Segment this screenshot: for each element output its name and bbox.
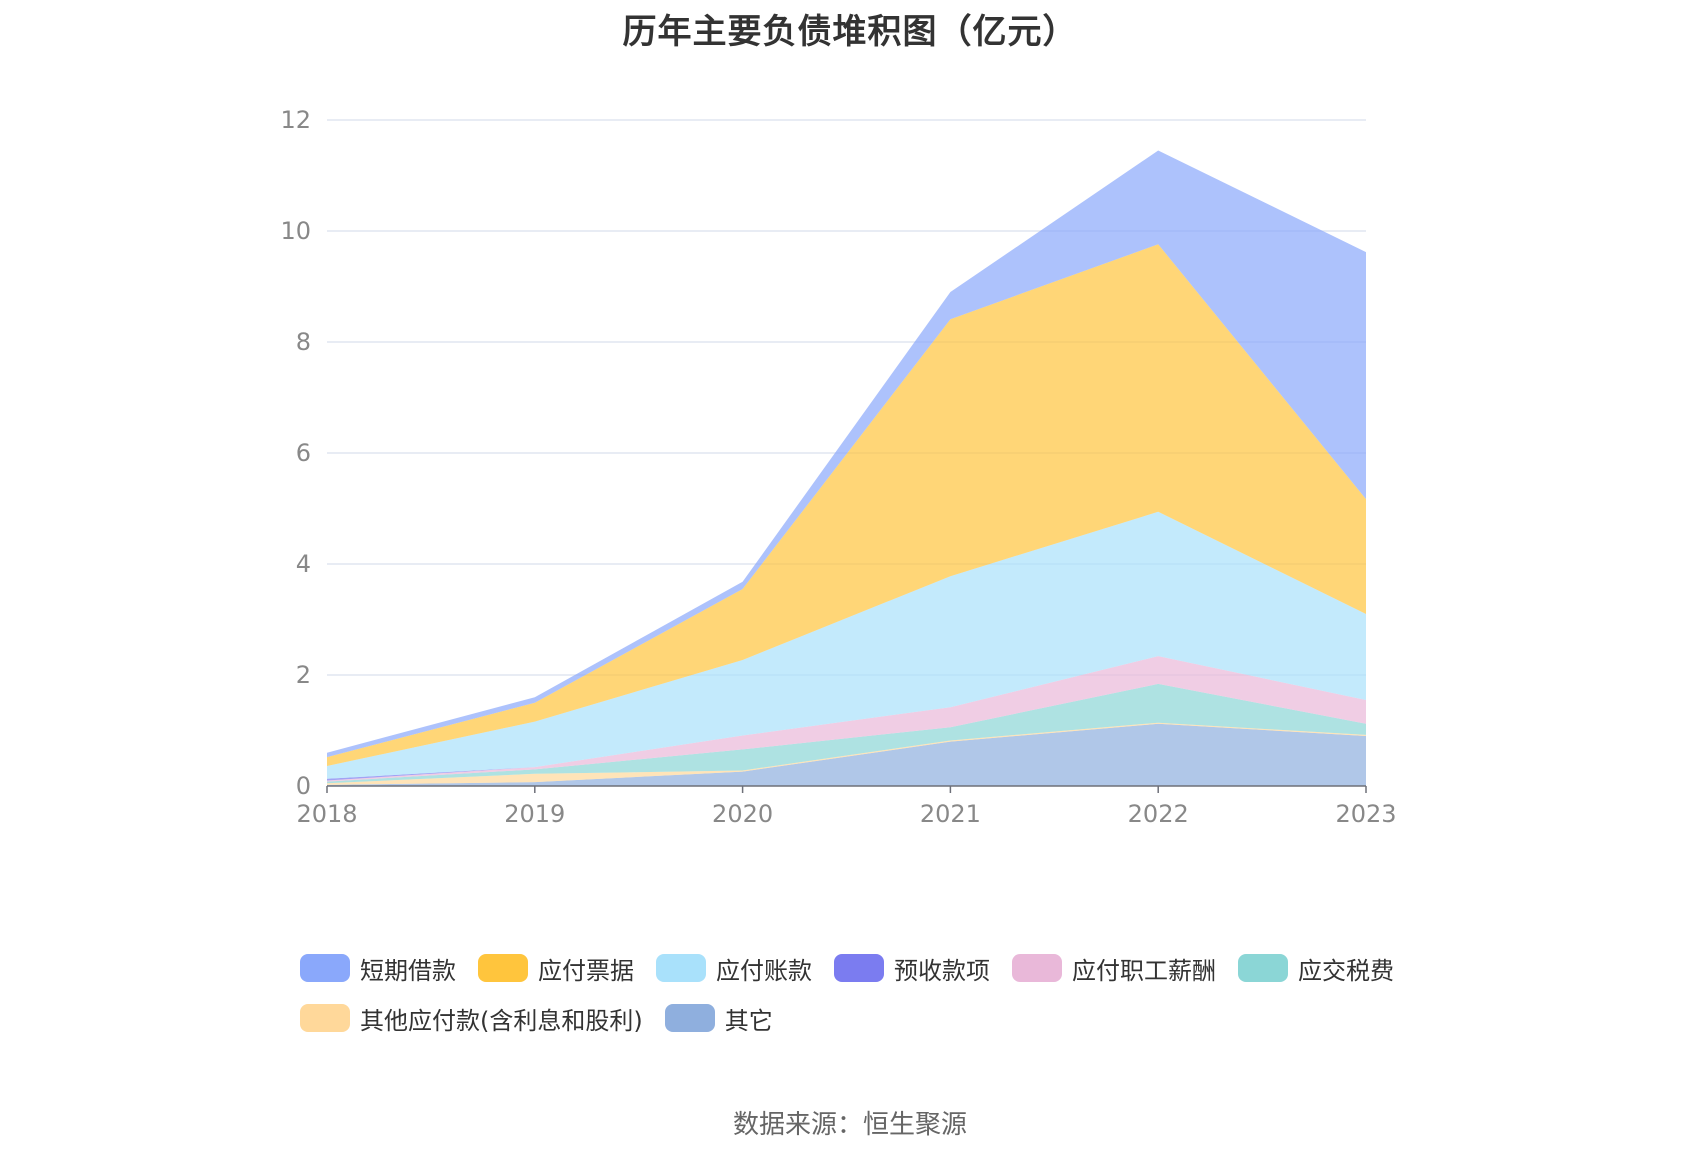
legend-swatch — [1238, 954, 1288, 982]
area-series-应付票据 — [327, 244, 1366, 767]
area-series-应付职工薪酬 — [327, 656, 1366, 782]
y-tick-label: 8 — [296, 328, 311, 356]
legend-swatch — [1012, 954, 1062, 982]
legend-label: 其他应付款(含利息和股利) — [360, 1006, 643, 1035]
legend-label: 预收款项 — [894, 956, 990, 985]
legend-swatch — [300, 1004, 350, 1032]
legend-label: 应付账款 — [716, 956, 812, 985]
area-series-其它 — [327, 723, 1366, 786]
x-tick-label: 2020 — [712, 800, 773, 828]
legend-swatch — [300, 954, 350, 982]
legend-item[interactable]: 短期借款 — [300, 952, 456, 985]
y-tick-label: 4 — [296, 550, 311, 578]
area-series-其他应付款(含利息和股利) — [327, 722, 1366, 785]
y-tick-label: 10 — [280, 217, 311, 245]
axis-layer: 0 2 4 6 8 10 12 2018 2019 2020 2021 2022 2023 — [280, 106, 1396, 828]
legend-item[interactable]: 应付职工薪酬 — [1012, 952, 1216, 985]
area-series-短期借款 — [327, 150, 1366, 758]
legend-label: 应付职工薪酬 — [1072, 956, 1216, 985]
legend-swatch — [478, 954, 528, 982]
area-series-应交税费 — [327, 683, 1366, 784]
y-tick-label: 12 — [280, 106, 311, 134]
y-tick-label: 2 — [296, 661, 311, 689]
legend-label: 应交税费 — [1298, 956, 1394, 985]
legend-label: 应付票据 — [538, 956, 634, 985]
source-note: 数据来源：恒生聚源 — [732, 1110, 967, 1140]
legend-item[interactable]: 应交税费 — [1238, 952, 1394, 985]
chart-title: 历年主要负债堆积图（亿元） — [622, 12, 1078, 52]
legend-item[interactable]: 应付账款 — [656, 952, 812, 985]
legend-swatch — [656, 954, 706, 982]
legend-swatch — [664, 1004, 715, 1032]
legend-label: 其它 — [724, 1006, 773, 1035]
y-tick-label: 6 — [296, 439, 311, 467]
legend: 短期借款 应付票据 应付账款 预收款项 应付职工薪酬 应交税费其他应付款(含利息和股利) 其… — [300, 952, 1420, 1035]
legend-item[interactable]: 其它 — [664, 1002, 773, 1035]
x-tick-label: 2021 — [920, 800, 981, 828]
legend-item[interactable]: 预收款项 — [834, 952, 990, 985]
legend-label: 短期借款 — [360, 956, 456, 985]
x-tick-label: 2023 — [1335, 800, 1396, 828]
y-tick-label: 0 — [296, 772, 311, 800]
legend-item[interactable]: 应付票据 — [478, 952, 634, 985]
legend-swatch — [834, 954, 884, 982]
x-tick-label: 2019 — [504, 800, 565, 828]
legend-item[interactable]: 其他应付款(含利息和股利) — [300, 1002, 643, 1035]
x-tick-label: 2018 — [296, 800, 357, 828]
area-series-应付账款 — [327, 511, 1366, 779]
area-layer — [327, 150, 1366, 786]
x-tick-label: 2022 — [1128, 800, 1189, 828]
